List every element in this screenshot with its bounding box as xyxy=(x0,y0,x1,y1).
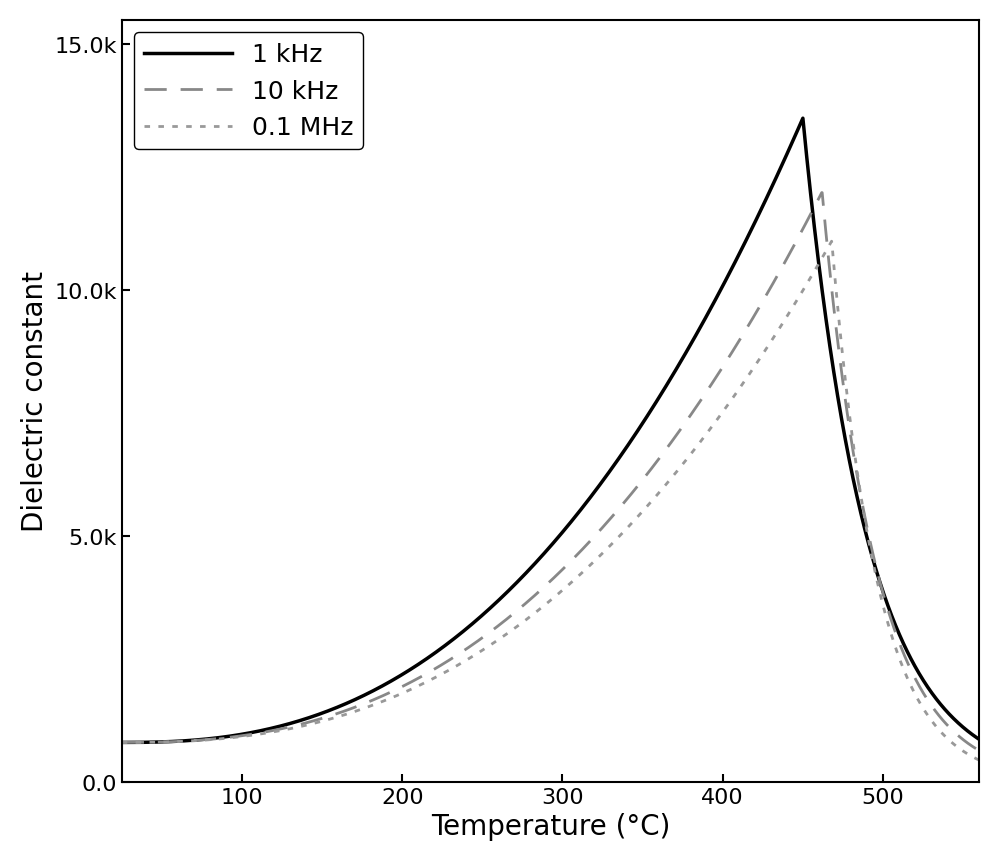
Line: 1 kHz: 1 kHz xyxy=(122,119,979,742)
0.1 MHz xyxy=(949,740,961,750)
0.1 MHz xyxy=(160,737,172,747)
0.1 MHz xyxy=(791,296,803,307)
1 kHz xyxy=(160,737,172,747)
1 kHz xyxy=(533,554,545,565)
1 kHz xyxy=(510,579,522,589)
1 kHz xyxy=(948,715,960,725)
X-axis label: Temperature (°C): Temperature (°C) xyxy=(431,812,670,840)
0.1 MHz xyxy=(973,755,985,765)
10 kHz xyxy=(116,737,128,747)
1 kHz xyxy=(797,114,809,124)
Y-axis label: Dielectric constant: Dielectric constant xyxy=(21,271,49,532)
10 kHz xyxy=(533,587,545,598)
0.1 MHz xyxy=(948,740,960,750)
10 kHz xyxy=(791,236,803,246)
1 kHz xyxy=(116,737,128,747)
10 kHz xyxy=(510,607,522,617)
1 kHz xyxy=(973,734,985,745)
0.1 MHz xyxy=(533,605,545,616)
1 kHz xyxy=(949,715,961,725)
0.1 MHz xyxy=(510,623,522,633)
Line: 0.1 MHz: 0.1 MHz xyxy=(122,242,979,760)
Line: 10 kHz: 10 kHz xyxy=(122,194,979,751)
10 kHz xyxy=(949,728,961,738)
1 kHz xyxy=(791,127,803,138)
10 kHz xyxy=(948,727,960,737)
10 kHz xyxy=(816,189,828,199)
Legend: 1 kHz, 10 kHz, 0.1 MHz: 1 kHz, 10 kHz, 0.1 MHz xyxy=(134,34,363,150)
0.1 MHz xyxy=(826,237,838,247)
10 kHz xyxy=(160,737,172,747)
0.1 MHz xyxy=(116,737,128,747)
10 kHz xyxy=(973,746,985,756)
